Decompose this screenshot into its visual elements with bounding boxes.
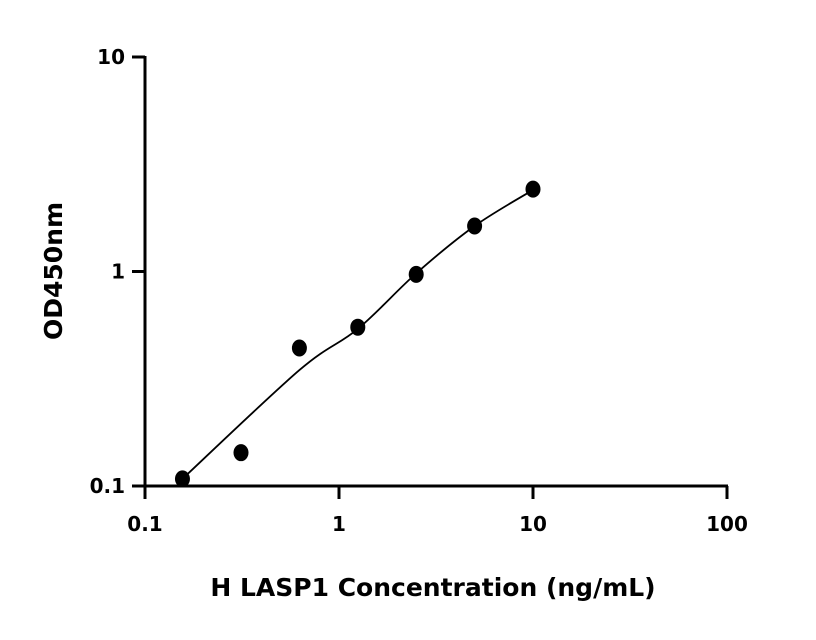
data-point (174, 470, 190, 488)
y-tick-label: 1 (111, 260, 125, 284)
x-tick-label: 10 (519, 512, 547, 536)
data-point (525, 180, 541, 198)
data-point (291, 339, 307, 357)
data-point (233, 444, 249, 462)
data-point (467, 217, 483, 235)
x-tick-label: 0.1 (127, 512, 162, 536)
x-axis-label: H LASP1 Concentration (ng/mL) (210, 573, 655, 602)
y-tick-label: 0.1 (90, 474, 125, 498)
data-point (350, 318, 366, 336)
data-points (174, 180, 541, 488)
x-tick-label: 100 (706, 512, 748, 536)
y-tick-label: 10 (97, 45, 125, 69)
data-point (408, 265, 424, 283)
y-axis-label: OD450nm (39, 202, 68, 340)
axes: 0.1 1 10 100 0.1 1 10 (90, 45, 748, 536)
x-tick-label: 1 (332, 512, 346, 536)
